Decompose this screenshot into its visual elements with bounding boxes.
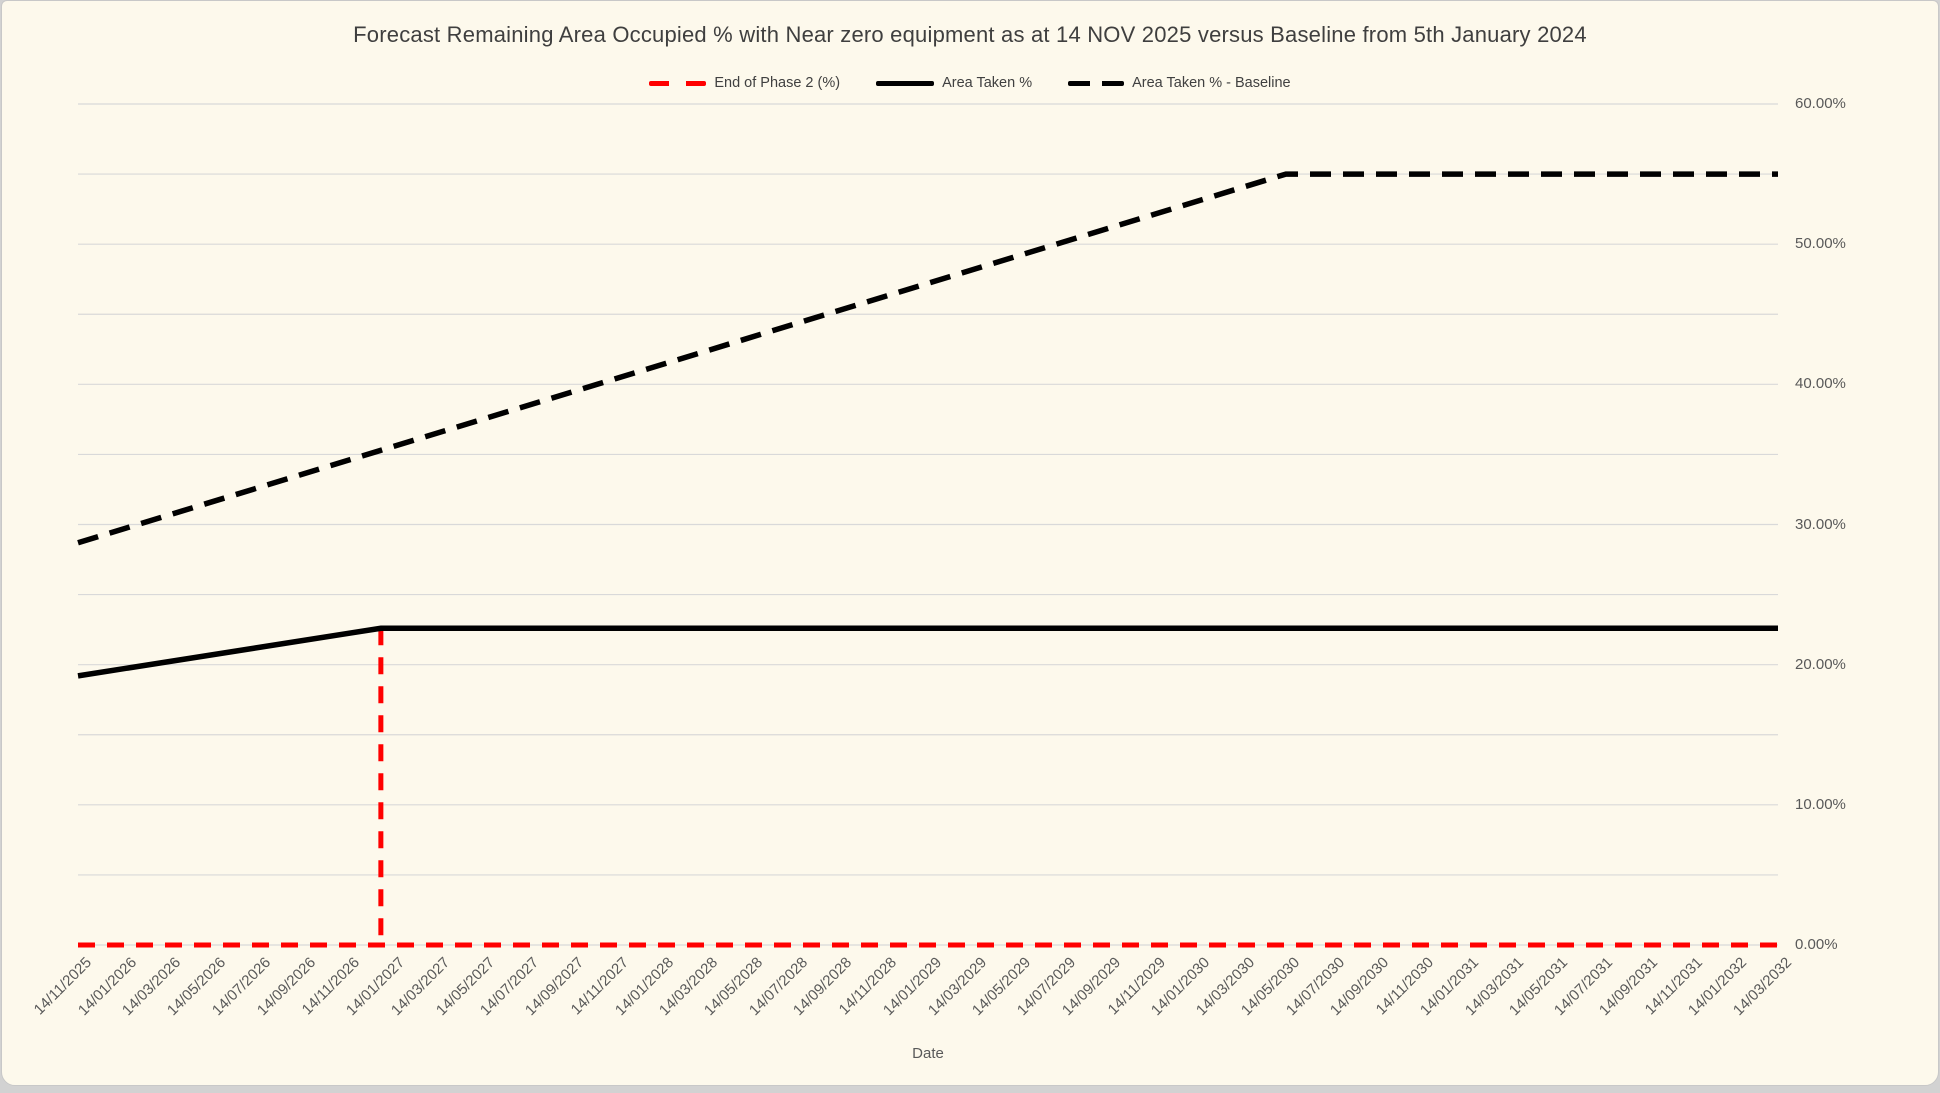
chart-legend: End of Phase 2 (%) Area Taken % Area Tak… xyxy=(2,75,1938,91)
y-axis-label: 40.00% xyxy=(1795,375,1846,393)
y-axis-label: 30.00% xyxy=(1795,515,1846,533)
y-axis-label: 0.00% xyxy=(1795,936,1838,953)
black-solid-line-sample-icon xyxy=(876,80,935,86)
x-axis-title: Date xyxy=(912,1045,944,1062)
legend-label: Area Taken % xyxy=(942,75,1033,91)
legend-item-area-taken-baseline[interactable]: Area Taken % - Baseline xyxy=(1068,75,1291,91)
y-axis-label: 50.00% xyxy=(1795,235,1846,253)
black-dashed-line-sample-icon xyxy=(1068,80,1125,86)
series-area-taken[interactable] xyxy=(77,625,1778,679)
series-area-taken-baseline[interactable] xyxy=(77,171,1778,546)
red-dashed-line-sample-icon xyxy=(649,80,707,86)
legend-item-area-taken[interactable]: Area Taken % xyxy=(876,75,1032,91)
legend-label: End of Phase 2 (%) xyxy=(714,75,841,91)
y-axis-label: 10.00% xyxy=(1795,795,1846,813)
legend-item-end-of-phase-2[interactable]: End of Phase 2 (%) xyxy=(649,75,840,91)
chart-title: Forecast Remaining Area Occupied % with … xyxy=(353,22,1587,47)
legend-label: Area Taken % - Baseline xyxy=(1132,75,1291,91)
y-axis-label: 20.00% xyxy=(1795,655,1846,673)
y-axis-label: 60.00% xyxy=(1795,95,1846,112)
